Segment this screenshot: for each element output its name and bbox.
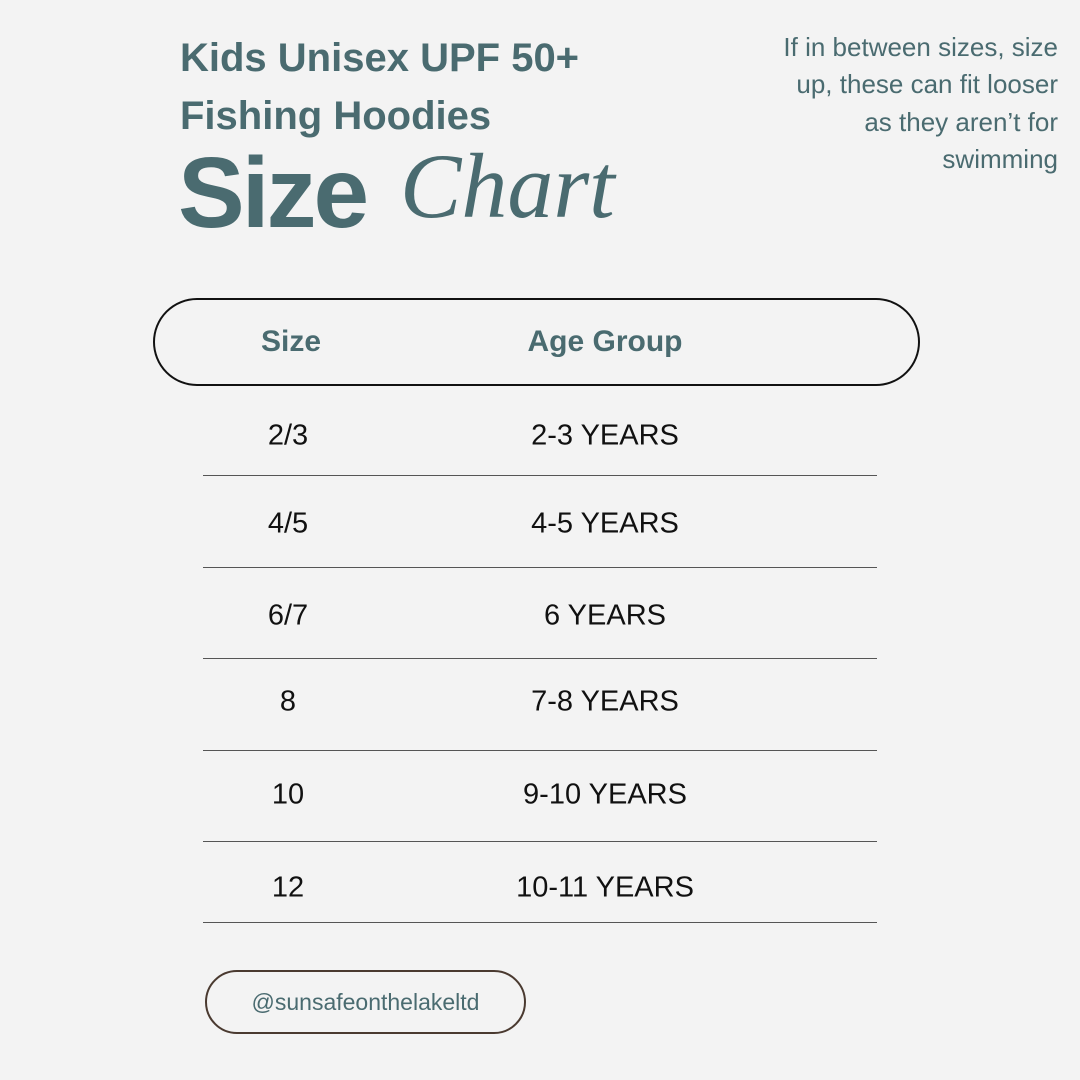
- social-handle: @sunsafeonthelakeltd: [205, 970, 526, 1034]
- note-line: up, these can fit looser: [796, 69, 1058, 99]
- age-cell: 9-10 YEARS: [523, 778, 687, 811]
- chart-word: Chart: [400, 135, 615, 237]
- note-line: If in between sizes, size: [783, 32, 1058, 62]
- column-header: Size: [260, 325, 322, 358]
- column-header: Age Group: [527, 325, 683, 358]
- title-line: Fishing Hoodies: [180, 94, 492, 138]
- size-cell: 4/5: [267, 507, 309, 540]
- header-pill: [153, 298, 920, 386]
- size-cell: 10: [271, 778, 305, 811]
- size-cell: 6/7: [267, 599, 309, 632]
- age-cell: 7-8 YEARS: [531, 685, 679, 718]
- title-line: Kids Unisex UPF 50+: [180, 36, 580, 80]
- row-separator: [203, 658, 877, 659]
- size-cell: 12: [271, 871, 305, 904]
- row-separator: [203, 922, 877, 923]
- row-separator: [203, 567, 877, 568]
- note-line: swimming: [942, 144, 1058, 174]
- row-separator: [203, 750, 877, 751]
- size-word: Size: [178, 137, 369, 249]
- size-cell: 2/3: [267, 419, 309, 452]
- note-line: as they aren’t for: [864, 107, 1058, 137]
- age-cell: 6 YEARS: [544, 599, 666, 632]
- age-cell: 4-5 YEARS: [531, 507, 679, 540]
- row-separator: [203, 475, 877, 476]
- row-separator: [203, 841, 877, 842]
- size-cell: 8: [279, 685, 297, 718]
- age-cell: 10-11 YEARS: [516, 871, 694, 904]
- age-cell: 2-3 YEARS: [531, 419, 679, 452]
